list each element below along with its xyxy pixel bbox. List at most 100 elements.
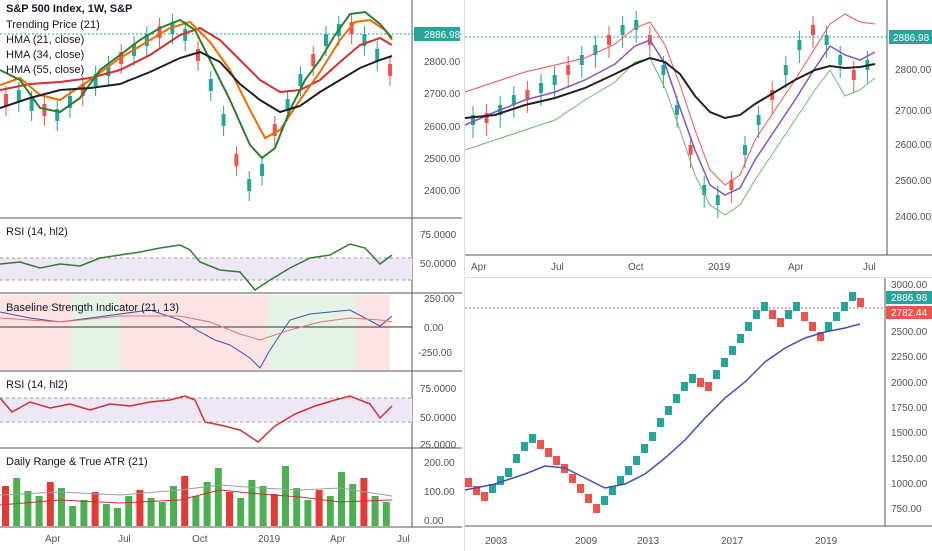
atr-bar [259, 486, 267, 526]
price-tick: 2600.00 [895, 140, 932, 151]
price-tick: 750.00 [891, 504, 922, 515]
rsi2-tick: 25.0000 [420, 440, 457, 451]
renko-brick [593, 504, 600, 513]
upper-band [465, 13, 876, 186]
atr-label[interactable]: Daily Range & True ATR (21) [6, 456, 148, 468]
renko-brick [617, 476, 624, 485]
atr-bar [237, 498, 245, 526]
candle-body [80, 84, 85, 96]
candle-body [688, 145, 693, 155]
renko-brick [537, 440, 544, 449]
left-price-axis: 2886.98 2800.00 2700.00 2600.00 2500.00 … [414, 27, 461, 527]
left-time-axis: Apr Jul Oct 2019 Apr Jul [45, 534, 410, 545]
renko-brick [577, 484, 584, 493]
time-label: Jul [863, 262, 876, 273]
candle-body [106, 64, 111, 76]
time-label: Jul [397, 534, 410, 545]
bottom-right-chart[interactable]: 3000.00 2886.98 2782.44 2500.00 2250.00 … [464, 277, 932, 551]
candle-body [183, 29, 188, 41]
price-tick: 2400.00 [895, 212, 932, 223]
legend-hma21[interactable]: HMA (21, close) [6, 34, 85, 46]
atr-bar [147, 498, 155, 526]
tr-time-axis: Apr Jul Oct 2019 Apr Jul [471, 262, 876, 273]
time-label: Apr [45, 534, 61, 545]
chart-title[interactable]: S&P 500 Index, 1W, S&P [6, 3, 133, 15]
renko-brick [521, 442, 528, 451]
renko-brick [505, 468, 512, 477]
atr-bar [24, 491, 32, 526]
atr-bar [158, 502, 166, 526]
price-tick: 2500.00 [891, 327, 928, 338]
candle-body [4, 94, 8, 106]
atr-bar [371, 496, 379, 526]
atr-bar [91, 492, 99, 526]
renko-brick [745, 322, 752, 331]
atr-bar [170, 486, 177, 526]
atr-tick: 200.00 [424, 458, 455, 469]
renko-brick [801, 312, 808, 321]
renko-brick [529, 434, 536, 443]
atr-bar [80, 500, 88, 526]
candle-body [285, 99, 290, 111]
price-tick: 2500.00 [895, 176, 932, 187]
left-chart[interactable]: 2886.98 2800.00 2700.00 2600.00 2500.00 … [0, 0, 462, 550]
atr-bar [58, 488, 65, 526]
candle-body [715, 195, 720, 205]
renko-brick [697, 378, 704, 387]
rsi2-label[interactable]: RSI (14, hl2) [6, 379, 68, 391]
atr-bar [181, 476, 189, 526]
candle-body [362, 34, 367, 46]
candle-body [702, 185, 707, 195]
candle-body [579, 55, 584, 65]
atr-grey-line [0, 484, 393, 497]
atr-bar [192, 496, 200, 526]
atr-bar [46, 482, 54, 526]
legend-hma55[interactable]: HMA (55, close) [6, 64, 85, 76]
candle-body [783, 65, 788, 75]
renko-brick [665, 406, 672, 415]
price-tick: 2886.98 [424, 30, 461, 41]
renko-brick [769, 310, 776, 319]
atr-bar [349, 484, 357, 526]
atr-bar [114, 508, 121, 526]
candle-body [511, 95, 516, 105]
price-tick: 1000.00 [891, 479, 928, 490]
renko-brick [761, 302, 768, 311]
candle-body [620, 25, 625, 35]
legend-trending-price[interactable]: Trending Price (21) [6, 19, 100, 31]
bsi-label[interactable]: Baseline Strength Indicator (21, 13) [6, 302, 180, 314]
rsi1-label[interactable]: RSI (14, hl2) [6, 226, 68, 238]
candle-body [349, 22, 354, 34]
atr-bar [136, 490, 144, 526]
atr-bar [226, 492, 233, 526]
last-price-tag: 2886.98 [891, 293, 928, 304]
renko-brick [585, 494, 592, 503]
left-chart-canvas[interactable]: 2886.98 2800.00 2700.00 2600.00 2500.00 … [0, 0, 462, 550]
lower-band [465, 57, 876, 216]
renko-brick [809, 322, 816, 331]
candle-body [471, 115, 475, 125]
price-tick: 2700.00 [424, 89, 461, 100]
renko-brick [657, 418, 664, 427]
price-tick: 2600.00 [424, 122, 461, 133]
bottom-right-canvas[interactable]: 3000.00 2886.98 2782.44 2500.00 2250.00 … [465, 278, 932, 551]
candle-body [838, 55, 843, 65]
price-tick: 3000.00 [891, 280, 928, 291]
time-label: 2019 [258, 534, 281, 545]
price-tick: 2400.00 [424, 186, 461, 197]
atr-bar [13, 478, 21, 526]
renko-brick [569, 474, 576, 483]
trend-black-line [465, 56, 876, 120]
rsi2-band [0, 398, 412, 422]
price-tick: 1500.00 [891, 428, 928, 439]
time-label: Apr [788, 262, 804, 273]
atr-bar [102, 504, 110, 526]
rsi1-tick: 50.0000 [420, 259, 457, 270]
candle-body [539, 83, 543, 93]
top-right-canvas[interactable]: 2886.98 2800.00 2700.00 2600.00 2500.00 … [465, 0, 932, 275]
candle-body [16, 90, 21, 102]
top-right-chart[interactable]: 2886.98 2800.00 2700.00 2600.00 2500.00 … [464, 0, 932, 275]
time-label: 2009 [575, 536, 598, 547]
legend-hma34[interactable]: HMA (34, close) [6, 49, 85, 61]
candle-body [566, 65, 571, 75]
